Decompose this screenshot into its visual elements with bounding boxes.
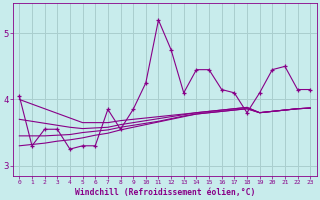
X-axis label: Windchill (Refroidissement éolien,°C): Windchill (Refroidissement éolien,°C) bbox=[75, 188, 255, 197]
